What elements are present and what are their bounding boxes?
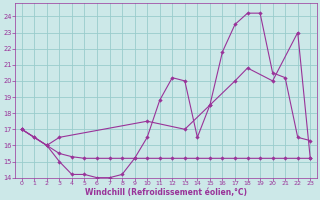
X-axis label: Windchill (Refroidissement éolien,°C): Windchill (Refroidissement éolien,°C) bbox=[85, 188, 247, 197]
